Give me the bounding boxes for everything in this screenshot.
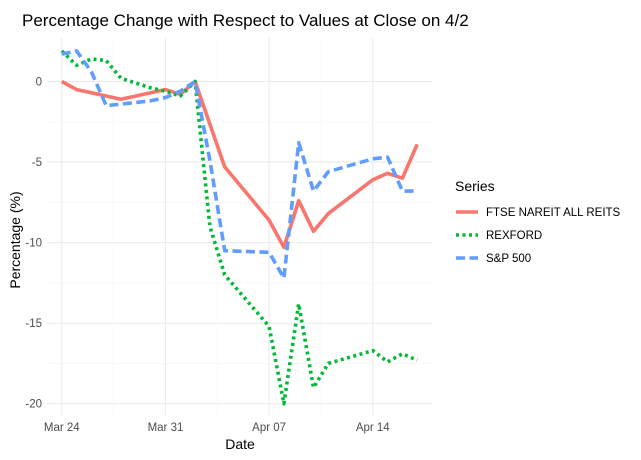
series-line-0 [60, 79, 419, 250]
y-tick-label: -15 [25, 318, 42, 330]
legend-label-0: FTSE NAREIT ALL REITS [486, 207, 621, 219]
y-tick-label: 0 [36, 77, 42, 89]
legend-items: FTSE NAREIT ALL REITS REXFORD S&P 500 [456, 207, 621, 265]
x-tick-label: Mar 24 [44, 422, 80, 434]
y-tick-label: -10 [25, 238, 42, 250]
y-axis-ticks: 0 -5 -10 -15 -20 [25, 77, 42, 411]
x-tick-label: Apr 14 [356, 422, 390, 434]
x-axis-ticks: Mar 24 Mar 31 Apr 07 Apr 14 [44, 422, 390, 434]
x-tick-label: Mar 31 [148, 422, 184, 434]
x-tick-label: Apr 07 [252, 422, 286, 434]
chart-title: Percentage Change with Respect to Values… [22, 11, 469, 30]
grid [47, 38, 432, 415]
x-axis-title: Date [225, 436, 255, 452]
y-tick-label: -5 [32, 157, 42, 169]
series-line-2 [61, 49, 418, 280]
legend-label-1: REXFORD [486, 230, 542, 242]
series-lines [60, 49, 419, 406]
y-axis-title: Percentage (%) [7, 191, 23, 288]
legend: Series FTSE NAREIT ALL REITS REXFORD S&P 5… [455, 178, 621, 265]
legend-title: Series [455, 178, 495, 194]
y-tick-label: -20 [25, 399, 42, 411]
plot-area [47, 38, 432, 415]
legend-label-2: S&P 500 [486, 253, 531, 265]
